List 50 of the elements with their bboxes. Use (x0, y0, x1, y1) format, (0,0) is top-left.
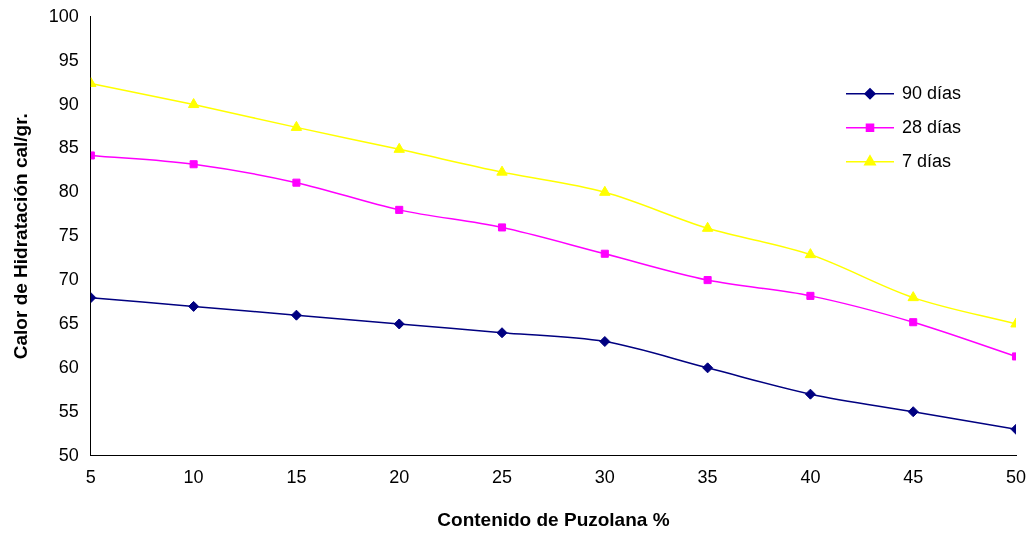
point (909, 318, 918, 327)
point (290, 120, 303, 131)
point (187, 98, 200, 109)
point (804, 248, 817, 259)
point (907, 406, 919, 418)
y-axis-title: Calor de Hidratación cal/gr. (9, 113, 31, 360)
point (290, 309, 302, 321)
y-tick-label: 80 (58, 181, 79, 202)
y-tick-label: 75 (58, 225, 79, 246)
point (907, 291, 919, 302)
y-tick-label: 65 (58, 312, 79, 333)
point (189, 160, 198, 169)
x-tick-label: 25 (492, 467, 513, 488)
point (804, 388, 816, 400)
point (600, 249, 609, 258)
point (188, 300, 200, 312)
y-tick-label: 70 (58, 269, 79, 290)
point (497, 223, 507, 232)
x-tick-label: 50 (1005, 467, 1027, 488)
y-tick-label: 50 (58, 444, 79, 465)
point (599, 336, 611, 348)
point (496, 165, 508, 176)
legend-label: 7 días (902, 150, 952, 171)
x-tick-label: 15 (286, 467, 307, 488)
point (292, 178, 301, 187)
y-tick-label: 85 (58, 137, 79, 158)
x-axis-title: Contenido de Puzolana % (437, 508, 670, 530)
point (701, 221, 714, 232)
x-tick-label: 5 (85, 467, 96, 488)
point (395, 205, 404, 214)
point (703, 276, 712, 285)
point (496, 327, 508, 339)
x-tick-label: 45 (903, 467, 924, 488)
point (702, 362, 714, 374)
y-tick-label: 60 (58, 356, 79, 377)
point (599, 185, 611, 196)
legend-label: 28 días (902, 116, 962, 137)
legend-label: 90 días (902, 82, 962, 103)
x-tick-label: 35 (697, 467, 718, 488)
x-tick-label: 10 (183, 467, 204, 488)
y-tick-label: 100 (48, 5, 79, 26)
point (806, 291, 815, 300)
point (393, 142, 405, 153)
x-tick-label: 40 (800, 467, 821, 488)
y-tick-label: 90 (58, 93, 79, 114)
y-tick-label: 95 (58, 49, 79, 70)
x-tick-label: 20 (389, 467, 410, 488)
x-tick-label: 30 (594, 467, 615, 488)
y-tick-label: 55 (58, 400, 79, 421)
point (393, 318, 405, 330)
